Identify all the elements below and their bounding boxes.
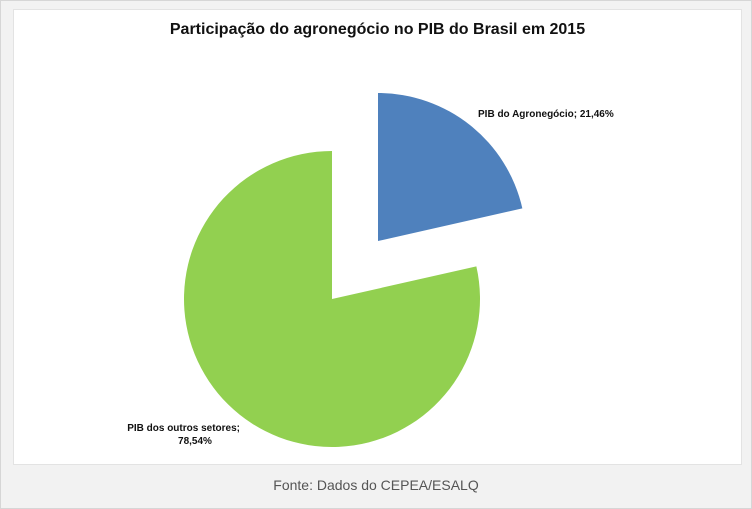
chart-area: Participação do agronegócio no PIB do Br… <box>13 9 742 465</box>
slice-label-outros-line2: 78,54% <box>178 436 212 447</box>
slice-label-agronegocio: PIB do Agronegócio; 21,46% <box>478 109 614 120</box>
pie-chart <box>184 93 523 447</box>
chart-title: Participação do agronegócio no PIB do Br… <box>169 21 586 38</box>
slice-label-outros-setores: PIB dos outros setores; 78,54% <box>110 422 240 448</box>
slice-label-outros-line1: PIB dos outros setores; <box>127 423 240 434</box>
pie-slice-pib-dos-outros-setores <box>184 151 480 447</box>
source-caption: Fonte: Dados do CEPEA/ESALQ <box>273 477 479 493</box>
pie-slice-pib-do-agroneg-cio <box>378 93 523 241</box>
